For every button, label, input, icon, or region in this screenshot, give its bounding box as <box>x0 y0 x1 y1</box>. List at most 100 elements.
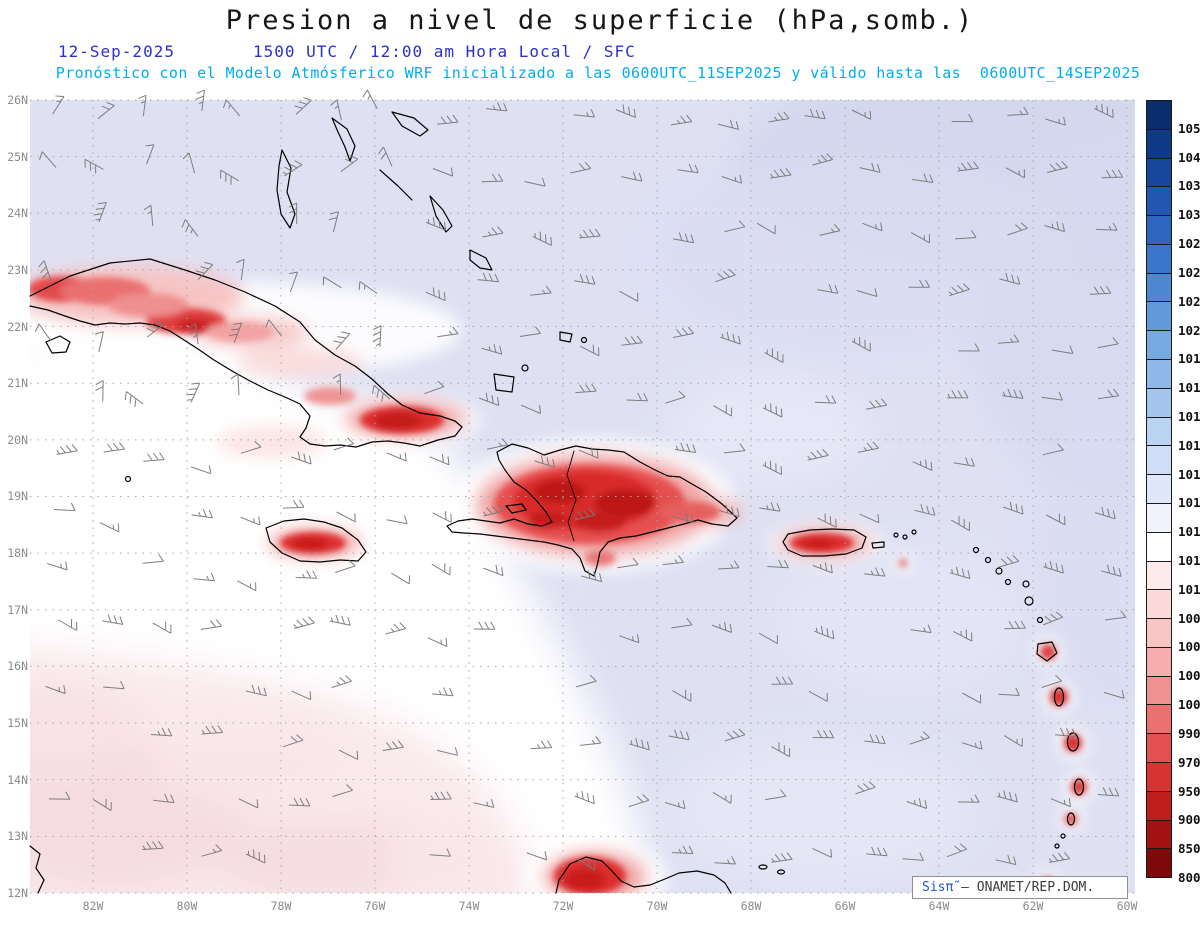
wind-barb <box>808 690 828 702</box>
wind-barb <box>857 441 879 453</box>
wind-barb <box>999 272 1021 285</box>
wind-barb <box>56 443 78 455</box>
wind-barb <box>851 336 871 352</box>
wind-barb <box>617 557 639 569</box>
wind-barb <box>245 849 266 864</box>
wind-barb <box>762 403 783 418</box>
field-red-barahona <box>584 550 616 566</box>
wind-barb <box>764 348 784 364</box>
coastline-grand-cayman <box>124 475 132 483</box>
coastline-puerto-rico <box>782 528 867 557</box>
sispi-logo: Sisπ̃ <box>922 880 954 895</box>
wind-barb <box>425 217 447 231</box>
wind-barb <box>332 373 342 396</box>
wind-barb <box>191 508 213 519</box>
wind-barb <box>1104 610 1127 621</box>
wind-barb <box>673 326 695 338</box>
wind-barb <box>222 99 241 117</box>
wind-barb <box>432 687 454 697</box>
wind-barb <box>182 152 196 174</box>
wind-barb <box>103 680 125 690</box>
coastline-vieques <box>871 541 885 549</box>
wind-barb <box>1007 222 1028 236</box>
wind-barb <box>481 344 503 355</box>
wind-barb <box>336 511 356 523</box>
wind-barb <box>338 749 359 760</box>
wind-barb <box>95 331 104 353</box>
colorbar-cell <box>1147 331 1171 361</box>
wind-barb <box>724 728 746 742</box>
field-pink-halo-mid-cuba <box>235 347 365 377</box>
wind-barb <box>1094 103 1114 119</box>
colorbar-cell <box>1147 705 1171 735</box>
wind-barb <box>228 322 243 343</box>
wind-barb <box>190 465 212 475</box>
coastline-isla-juventud <box>45 335 71 354</box>
wind-barb <box>574 274 596 285</box>
coastline-barbuda <box>1022 580 1030 588</box>
wind-barb <box>1048 851 1071 863</box>
wind-barb <box>714 856 736 865</box>
forecast-description: Pronóstico con el Modelo Atmósferico WRF… <box>55 64 1141 82</box>
wind-barb <box>723 443 746 454</box>
wind-barb <box>1041 392 1063 401</box>
wind-barb <box>724 220 746 233</box>
wind-barb <box>521 404 541 414</box>
wind-barb <box>143 204 154 227</box>
wind-barb <box>38 260 52 281</box>
wind-barb <box>58 618 78 631</box>
field-periwinkle-top <box>650 155 1070 355</box>
wind-barb <box>1005 167 1025 179</box>
coastline-great-inagua <box>493 373 515 393</box>
wind-barb <box>288 797 311 807</box>
colorbar-cell <box>1147 475 1171 504</box>
wind-barb <box>579 228 601 239</box>
wind-barb <box>864 567 886 577</box>
wind-barb <box>54 502 76 512</box>
wind-barb <box>910 624 932 634</box>
wind-barb <box>814 625 835 640</box>
wind-barb <box>1042 443 1064 456</box>
wind-barb <box>576 674 597 688</box>
wind-barb <box>713 404 732 417</box>
colorbar-cell <box>1147 561 1171 591</box>
wind-barb <box>819 224 841 236</box>
wind-barb <box>618 634 640 644</box>
coastline-central-america <box>29 845 45 894</box>
wind-barb <box>230 373 240 396</box>
coastline-antigua <box>1024 596 1034 606</box>
coastline-st-barth <box>984 556 992 564</box>
wind-barb <box>429 454 450 466</box>
wind-barb <box>143 452 165 462</box>
wind-barb <box>812 562 833 574</box>
field-red-hispaniola-dark-4 <box>528 511 568 529</box>
wind-barb <box>771 852 793 863</box>
coastline-nevis <box>1004 578 1012 586</box>
wind-barb <box>817 513 837 528</box>
colorbar-cell <box>1147 216 1171 245</box>
graticule-grid <box>30 99 1135 894</box>
wind-barb <box>961 740 983 750</box>
field-red-hispaniola-dark-2 <box>595 489 655 517</box>
wind-barb <box>672 689 692 702</box>
wind-barb <box>958 343 980 352</box>
wind-barb <box>570 161 592 174</box>
wind-barb <box>289 271 298 293</box>
wind-barb <box>358 281 378 294</box>
wind-barb <box>859 513 880 524</box>
wind-barb <box>195 89 205 112</box>
wind-barb <box>1097 388 1120 400</box>
wind-barb <box>962 692 982 704</box>
wind-barb <box>1041 674 1063 688</box>
field-red-st-vincent <box>1065 813 1077 825</box>
wind-barb <box>812 729 835 739</box>
wind-barb <box>866 846 888 857</box>
wind-barb <box>437 326 459 338</box>
wind-barb <box>952 629 973 642</box>
wind-barb <box>711 621 732 633</box>
coastlines <box>29 111 1085 894</box>
wind-barb <box>382 740 404 751</box>
colorbar-cell <box>1147 849 1171 878</box>
colorbar-cell <box>1147 734 1171 763</box>
wind-barb <box>201 844 223 857</box>
